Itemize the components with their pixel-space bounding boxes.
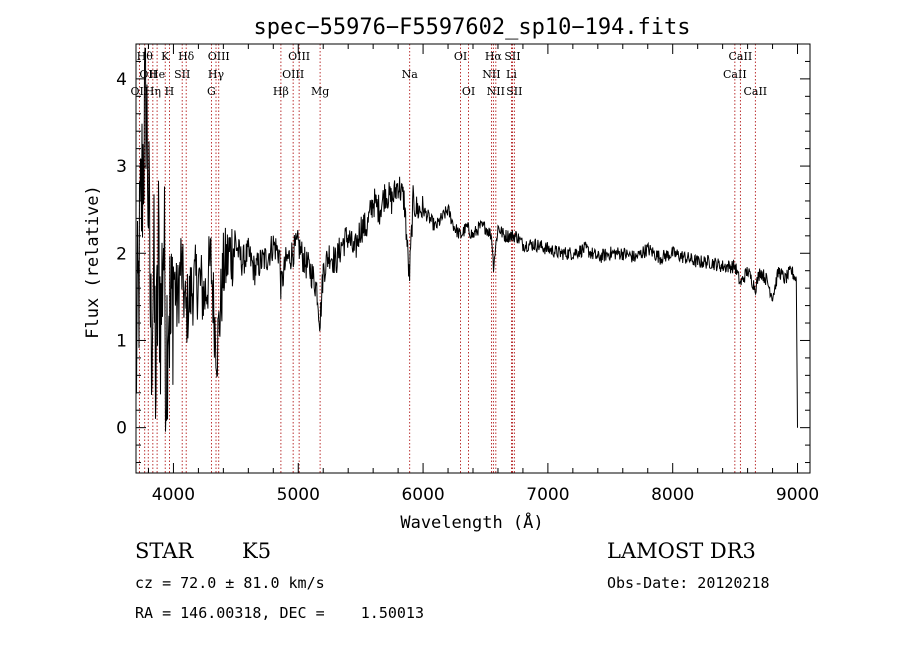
line-label-0: OII [131,85,149,98]
y-tick-label: 2 [116,244,127,264]
line-label-15: Mg [311,85,329,98]
line-label-14: OIII [288,50,310,63]
line-label-6: H [165,85,175,98]
line-label-18: OI [462,85,475,98]
x-tick-label: 5000 [277,485,320,505]
line-label-9: G [207,85,216,98]
line-label-12: Hβ [273,85,289,98]
line-label-26: CaII [729,50,753,63]
line-label-25: CaII [723,68,747,81]
x-tick-label: 9000 [776,485,819,505]
x-axis-ticks: 4000 5000 6000 7000 8000 9000 [147,44,819,505]
y-axis-label: Flux (relative) [83,185,103,339]
y-axis-ticks: 0 1 2 3 4 [116,60,810,464]
line-label-3: Hη [145,85,161,98]
line-label-10: Hγ [208,68,225,81]
line-label-24: SII [506,85,522,98]
observation-date: Obs-Date: 20120218 [607,574,770,592]
line-label-27: CaII [743,85,767,98]
x-tick-label: 7000 [526,485,569,505]
line-label-11: OIII [208,50,230,63]
line-labels: OIIHθOIIHηHeKHSIIHδGHγOIIIHβOIIIOIIIMgNa… [131,50,768,98]
x-axis-label: Wavelength (Å) [400,511,543,533]
object-class: STAR [135,539,194,563]
line-label-22: Li [506,68,517,81]
line-label-17: OI [454,50,467,63]
y-tick-label: 3 [116,157,127,177]
line-label-20: Hα [485,50,503,63]
line-label-19: NII [482,68,500,81]
x-tick-label: 8000 [651,485,694,505]
chart-title: spec−55976−F5597602_sp10−194.fits [253,15,690,40]
survey-name: LAMOST DR3 [607,539,756,563]
y-tick-label: 4 [116,70,127,90]
line-label-23: SII [504,50,520,63]
redshift-velocity: cz = 72.0 ± 81.0 km/s [135,574,325,592]
y-tick-label: 1 [116,331,127,351]
line-label-13: OIII [282,68,304,81]
x-tick-label: 6000 [401,485,444,505]
y-tick-label: 0 [116,419,127,439]
line-label-16: Na [402,68,419,81]
line-label-8: Hδ [178,50,195,63]
line-label-4: He [149,68,165,81]
spectrum-line [135,47,798,432]
x-tick-label: 4000 [152,485,195,505]
line-label-7: SII [174,68,190,81]
object-subclass: K5 [242,539,272,563]
coordinates: RA = 146.00318, DEC = 1.50013 [135,604,424,622]
line-label-5: K [161,50,170,63]
line-label-21: NII [487,85,505,98]
line-label-2: OII [139,68,157,81]
